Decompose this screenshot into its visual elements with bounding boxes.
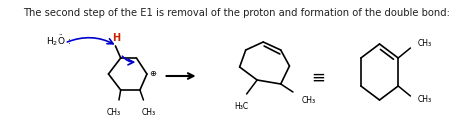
Text: CH₃: CH₃ [142, 108, 156, 117]
Text: H$_2$O :: H$_2$O : [46, 35, 71, 48]
Text: The second step of the E1 is removal of the proton and formation of the double b: The second step of the E1 is removal of … [24, 8, 450, 18]
Text: CH₃: CH₃ [107, 108, 121, 117]
Text: CH₃: CH₃ [418, 39, 431, 49]
Text: CH₃: CH₃ [418, 96, 431, 104]
Text: H₃C: H₃C [234, 102, 248, 111]
Text: ··: ·· [58, 32, 63, 38]
Text: ⊕: ⊕ [150, 70, 156, 78]
Text: ≡: ≡ [311, 69, 325, 87]
Text: H: H [112, 33, 120, 43]
Text: CH₃: CH₃ [302, 96, 316, 105]
